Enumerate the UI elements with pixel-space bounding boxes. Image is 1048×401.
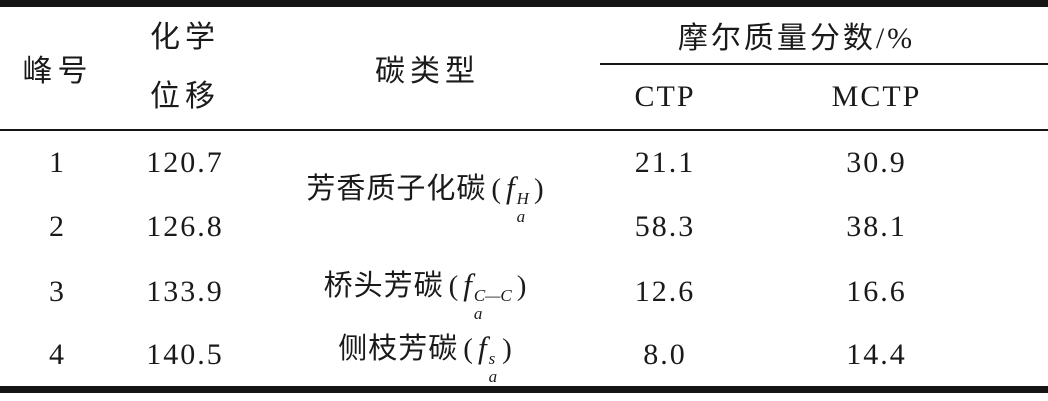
chemical-shift-cell: 126.8 — [146, 210, 224, 243]
formula-f-symbol: f — [506, 169, 515, 205]
ctp-value-cell: 21.1 — [634, 145, 696, 179]
header-row-top: 峰号 化学 位移 碳类型 摩尔质量分数/% — [0, 3, 1048, 131]
ctp-value-cell: 8.0 — [643, 338, 687, 372]
chemical-shift-cell: 120.7 — [146, 145, 224, 179]
chemical-shift-label-line2: 位移 — [150, 79, 220, 113]
formula-superscript: s — [488, 348, 496, 368]
peak-number-cell: 1 — [49, 145, 66, 179]
col-header-mctp: MCTP — [760, 63, 1048, 131]
mctp-value-cell: 38.1 — [846, 210, 907, 243]
carbon-type-cell-bridgehead: 桥头芳碳(f C—C a) — [255, 260, 600, 325]
close-paren: ) — [502, 332, 512, 365]
formula-f-symbol: f — [477, 329, 487, 365]
formula-superscript: C—C — [473, 285, 512, 305]
peak-number-cell: 2 — [49, 210, 66, 243]
table-row-2: 2 126.8 58.3 38.1 — [0, 195, 1048, 260]
chemical-shift-cell: 140.5 — [146, 338, 224, 372]
ctp-value-cell: 12.6 — [634, 275, 696, 308]
formula-subscript: a — [516, 206, 526, 226]
table-row-4: 4 140.5 侧枝芳碳(f s a) 8.0 14.4 — [0, 325, 1048, 390]
col-header-chemical-shift: 化学 位移 — [115, 3, 255, 131]
mctp-value-cell: 14.4 — [846, 338, 907, 372]
close-paren: ) — [533, 172, 544, 205]
formula-scripts: C—C a — [473, 285, 512, 323]
formula-subscript: a — [473, 303, 483, 323]
carbon-type-label: 芳香质子化碳 — [306, 172, 487, 205]
mctp-value-cell: 16.6 — [846, 275, 907, 308]
formula-superscript: H — [516, 188, 529, 208]
chemical-shift-cell: 133.9 — [146, 275, 224, 308]
close-paren: ) — [516, 269, 527, 302]
ctp-value-cell: 58.3 — [634, 210, 696, 243]
carbon-type-label: 桥头芳碳 — [323, 269, 444, 302]
carbon-type-label: 侧枝芳碳 — [338, 332, 459, 365]
open-paren: ( — [491, 172, 502, 205]
table-row-3: 3 133.9 桥头芳碳(f C—C a) 12.6 16.6 — [0, 260, 1048, 325]
col-header-peak-number: 峰号 — [0, 3, 115, 131]
open-paren: ( — [448, 269, 459, 302]
header-row-sub: CTP MCTP — [0, 63, 1048, 131]
col-header-ctp: CTP — [600, 63, 760, 131]
carbon-type-cell-side-chain: 侧枝芳碳(f s a) — [255, 325, 600, 390]
col-header-carbon-type: 碳类型 — [255, 3, 600, 131]
mctp-value-cell: 30.9 — [846, 145, 907, 179]
col-header-molar-mass-fraction: 摩尔质量分数/% — [600, 3, 1048, 65]
formula-f-symbol: f — [463, 266, 472, 302]
open-paren: ( — [463, 332, 473, 365]
peak-number-cell: 4 — [49, 338, 66, 372]
chemical-shift-label-line1: 化学 — [150, 21, 220, 55]
peak-number-cell: 3 — [49, 275, 66, 308]
formula-subscript: a — [488, 366, 498, 386]
